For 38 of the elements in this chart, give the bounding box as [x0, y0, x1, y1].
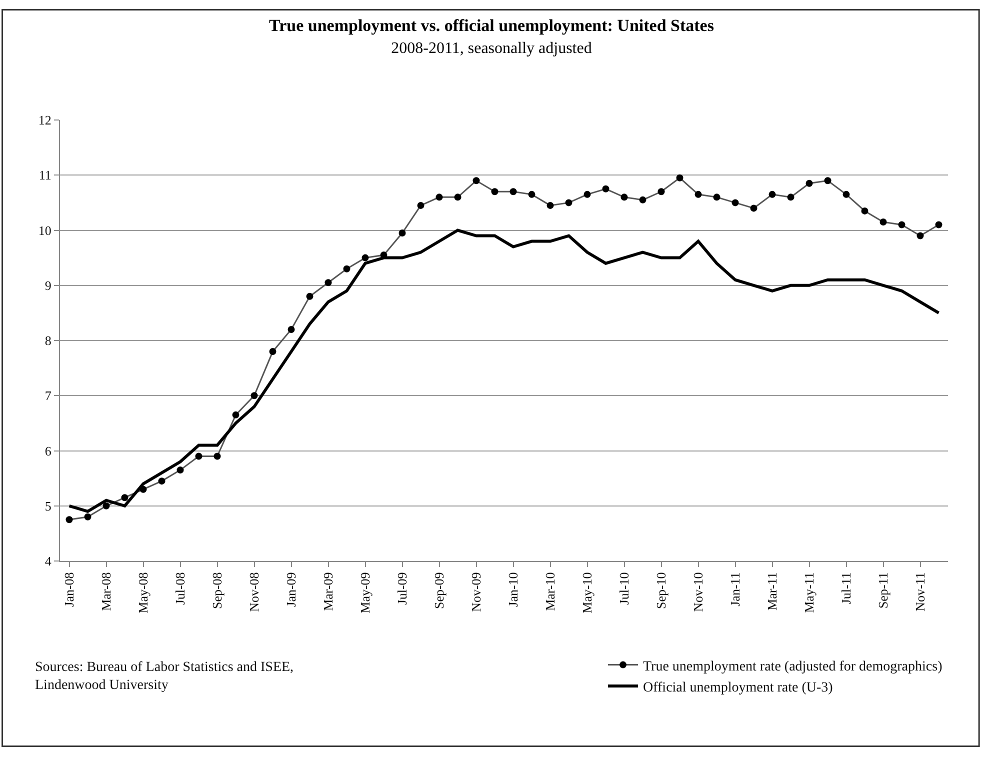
x-tick-label: Sep-09 [431, 572, 446, 610]
x-tick-label: Jul-10 [616, 572, 632, 605]
x-tick-label: Sep-10 [653, 572, 668, 610]
chart-title: True unemployment vs. official unemployment: United States [269, 16, 714, 36]
x-tick-label: Jan-10 [505, 572, 520, 607]
legend-label: Official unemployment rate (U-3) [643, 680, 834, 696]
y-tick-label: 8 [44, 333, 52, 348]
x-tick-label: Nov-08 [246, 572, 262, 612]
x-tick-label: Sep-11 [875, 572, 890, 609]
x-tick-label: Sep-08 [209, 572, 224, 610]
y-tick-label: 9 [44, 278, 52, 293]
x-tick-label: May-11 [801, 572, 816, 613]
x-tick-label: Nov-09 [468, 572, 484, 612]
legend-label: True unemployment rate (adjusted for demographics) [643, 659, 943, 674]
x-tick-label: May-09 [357, 572, 372, 614]
y-tick-label: 6 [44, 443, 52, 458]
x-tick-label: Jul-08 [172, 572, 188, 605]
x-tick-label: Jan-11 [727, 572, 742, 606]
y-tick-label: 12 [38, 112, 52, 128]
y-tick-label: 5 [44, 498, 52, 514]
x-tick-label: Jul-09 [394, 572, 410, 605]
x-tick-label: Mar-10 [542, 572, 558, 611]
y-tick-label: 4 [44, 554, 52, 569]
chart-subtitle: 2008-2011, seasonally adjusted [391, 40, 592, 58]
x-tick-label: Mar-11 [764, 572, 780, 610]
x-tick-label: Mar-09 [320, 572, 336, 611]
x-tick-label: Nov-11 [912, 572, 928, 612]
x-tick-label: Mar-08 [98, 572, 114, 611]
x-tick-label: Jul-11 [838, 572, 854, 604]
source-note: Sources: Bureau of Labor Statistics and ISEE, Lindenwood University [35, 660, 294, 694]
y-tick-label: 7 [44, 388, 52, 404]
y-tick-label: 10 [38, 222, 52, 238]
x-tick-label: Nov-10 [690, 572, 706, 612]
x-tick-label: Jan-09 [283, 572, 298, 607]
x-tick-label: Jan-08 [61, 572, 76, 607]
x-tick-label: May-10 [579, 572, 594, 614]
y-tick-label: 11 [38, 168, 52, 183]
x-tick-label: May-08 [135, 572, 150, 614]
